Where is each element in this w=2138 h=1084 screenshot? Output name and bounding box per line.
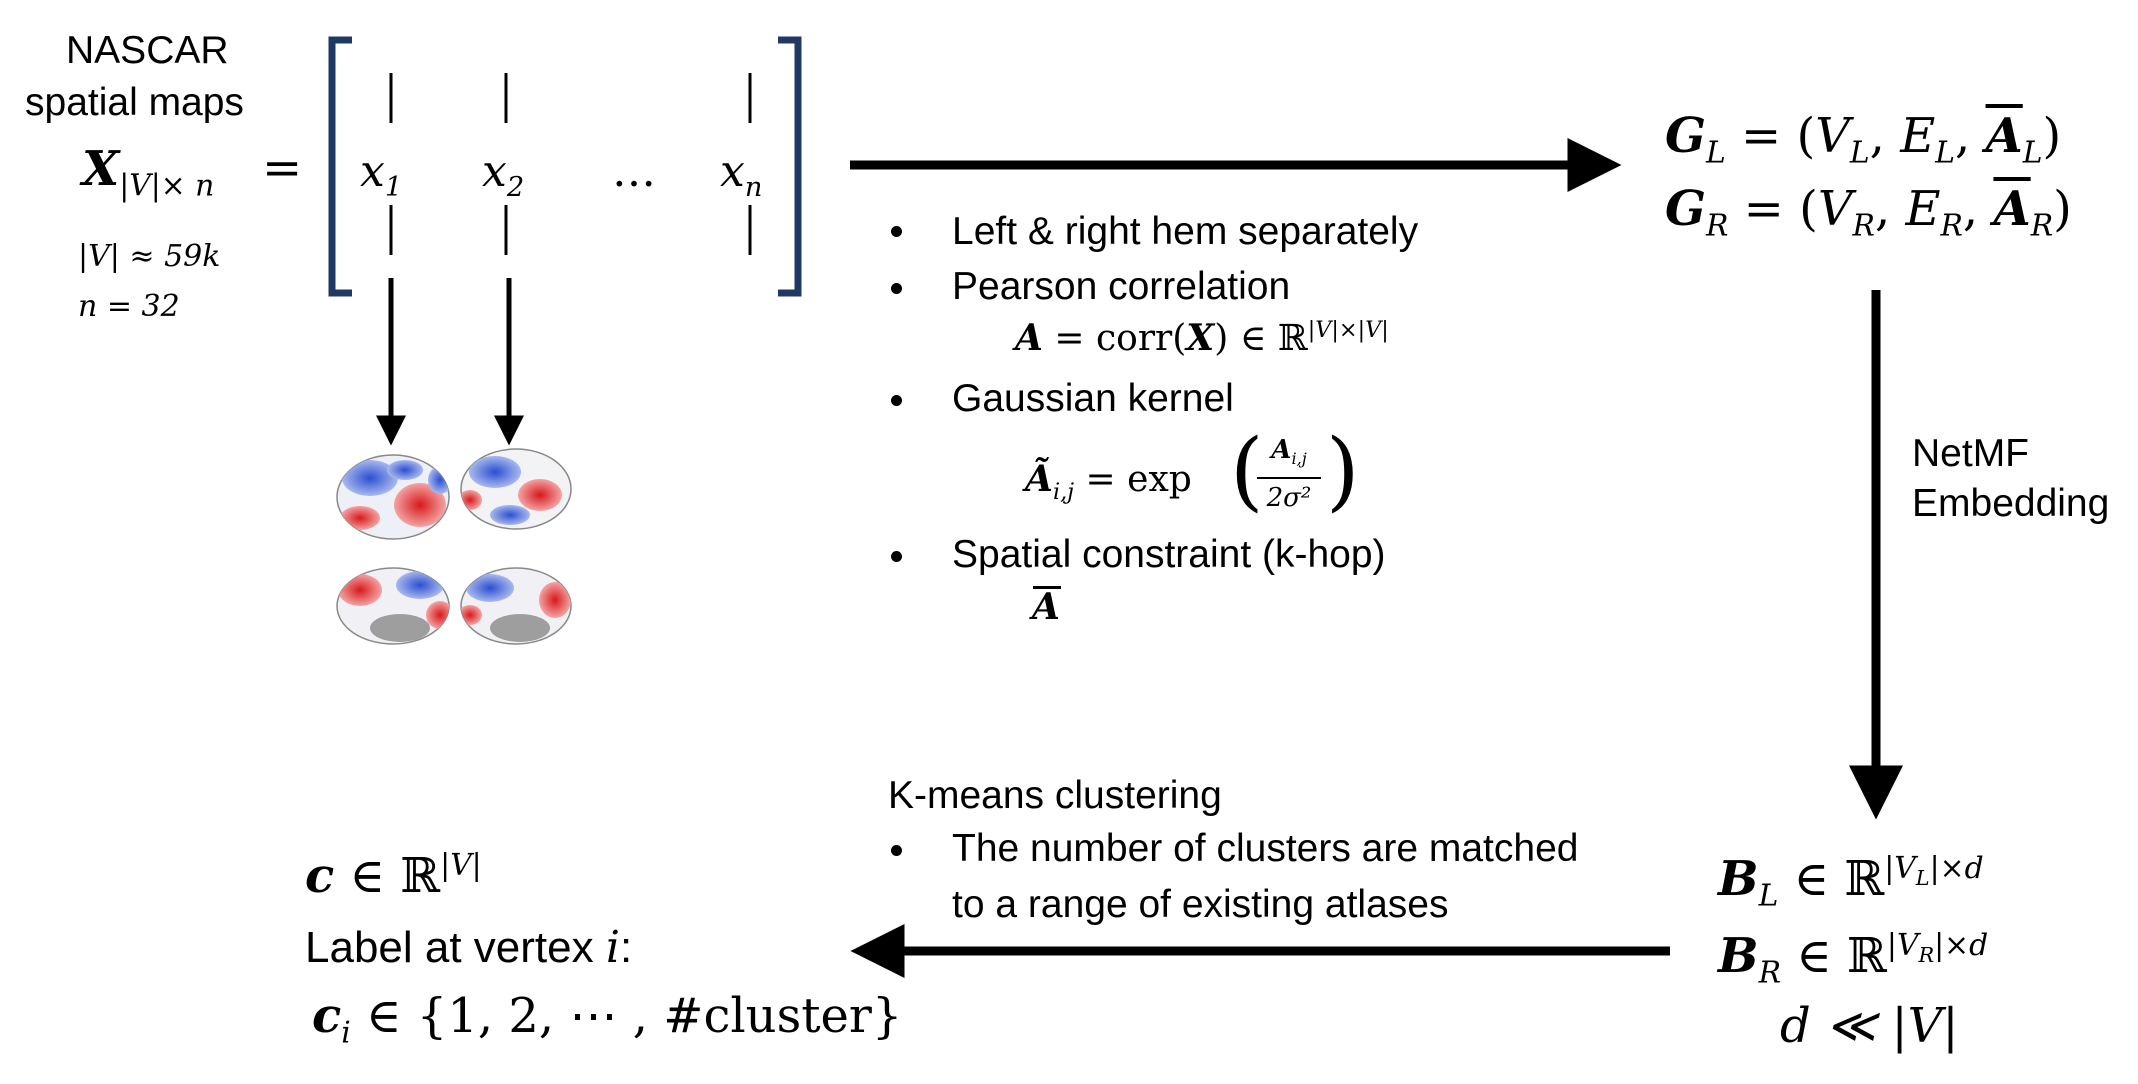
brain-map-4-medial	[460, 567, 572, 645]
matrix-lhs: X|V|× n	[82, 141, 215, 204]
matrix-right-bracket	[778, 36, 802, 297]
note-pearson: Pearson correlation	[952, 265, 1291, 308]
kernel-left-paren: (	[1230, 421, 1264, 521]
brain-map-3-medial	[336, 567, 450, 645]
note-hemispheres: Left & right hem separately	[952, 210, 1419, 253]
bullet-pearson	[891, 283, 902, 294]
embedding-label-line1: NetMF	[1912, 432, 2029, 475]
vertex-count: |V| ≈ 59k	[78, 239, 221, 274]
constraint-bar	[1033, 586, 1061, 589]
brain-map-2-lateral	[460, 448, 572, 530]
matrix-equals: =	[262, 140, 303, 196]
bullet-clusters	[891, 845, 902, 856]
bullet-hemispheres	[891, 226, 902, 237]
output-label-text: Label at vertex i:	[305, 922, 633, 973]
clustering-note-line1: The number of clusters are matched	[952, 827, 1579, 870]
constraint-symbol: A	[1032, 586, 1060, 628]
graph-left: GL = (VL, EL, AL)	[1665, 108, 2062, 171]
input-title-line2: spatial maps	[25, 81, 244, 124]
kernel-numerator: Ai,j	[1271, 435, 1307, 469]
matrix-column-2: x2	[482, 146, 525, 203]
output-labels-vector: c ∈ ℝ|V|	[305, 848, 482, 904]
brain-map-1-lateral	[336, 454, 450, 540]
embedding-label-line2: Embedding	[1912, 482, 2110, 525]
embedding-left: BL ∈ ℝ|VL|×d	[1718, 851, 1984, 914]
matrix-left-bracket	[328, 36, 352, 297]
map-count: n = 32	[78, 289, 180, 324]
matrix-column-n: xn	[720, 146, 763, 203]
embedding-dim-relation: d ≪ |V|	[1780, 998, 1959, 1054]
kernel-formula: Ãi,j = exp	[1025, 458, 1192, 506]
kernel-right-paren: )	[1326, 421, 1360, 521]
embedding-right: BR ∈ ℝ|VR|×d	[1718, 928, 1989, 991]
matrix-column-ellipsis: …	[612, 146, 656, 197]
kernel-denominator: 2σ²	[1266, 483, 1312, 513]
matrix-column-1: x1	[360, 146, 403, 203]
clustering-note-line2: to a range of existing atlases	[952, 883, 1449, 926]
clustering-title: K-means clustering	[888, 774, 1222, 817]
note-gaussian: Gaussian kernel	[952, 377, 1234, 420]
bullet-spatial	[891, 551, 902, 562]
bullet-gaussian	[891, 395, 902, 406]
kernel-fraction-bar	[1257, 477, 1321, 479]
graph-right: GR = (VR, ER, AR)	[1665, 181, 2072, 244]
corr-formula: A = corr(X) ∈ ℝ|V|×|V|	[1015, 317, 1389, 359]
input-title-line1: NASCAR	[66, 29, 229, 72]
note-spatial: Spatial constraint (k-hop)	[952, 533, 1386, 576]
output-label-set: ci ∈ {1, 2, ⋯ , #cluster}	[312, 988, 903, 1051]
